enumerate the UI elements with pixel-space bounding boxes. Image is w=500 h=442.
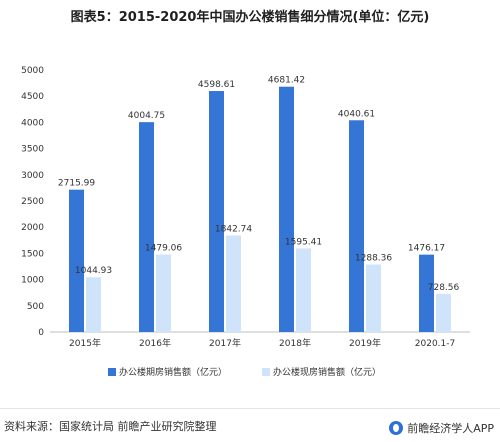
y-tick-label: 2000 bbox=[21, 223, 44, 233]
x-tick-label: 2018年 bbox=[279, 337, 311, 349]
y-tick-label: 3500 bbox=[21, 145, 44, 155]
y-tick-label: 5000 bbox=[21, 66, 44, 76]
bar-series2 bbox=[296, 248, 311, 332]
bar-series2 bbox=[156, 254, 171, 332]
x-tick-label: 2019年 bbox=[349, 337, 381, 349]
y-tick-label: 3000 bbox=[21, 171, 44, 181]
brand-footer: 前瞻经济学人APP bbox=[389, 420, 494, 436]
bar-series1 bbox=[349, 120, 364, 332]
y-tick-label: 2500 bbox=[21, 197, 44, 207]
data-label-series1: 1476.17 bbox=[408, 244, 445, 254]
bar-series2 bbox=[436, 294, 451, 332]
data-label-series1: 4040.61 bbox=[338, 109, 375, 119]
data-label-series1: 4004.75 bbox=[128, 111, 165, 121]
bar-series2 bbox=[366, 264, 381, 332]
bar-series2 bbox=[86, 277, 101, 332]
y-tick-label: 1000 bbox=[21, 276, 44, 286]
bar-series1 bbox=[419, 255, 434, 332]
legend-label-series2: 办公楼现房销售额（亿元） bbox=[273, 366, 381, 378]
data-label-series2: 728.56 bbox=[428, 283, 460, 293]
bar-series1 bbox=[139, 122, 154, 332]
x-tick-label: 2016年 bbox=[139, 337, 171, 349]
data-label-series2: 1479.06 bbox=[145, 243, 182, 253]
data-label-series1: 2715.99 bbox=[58, 179, 95, 189]
data-label-series2: 1288.36 bbox=[355, 253, 392, 263]
bar-series2 bbox=[226, 235, 241, 332]
brand-name: 前瞻经济学人APP bbox=[407, 420, 494, 436]
bar-series1 bbox=[69, 190, 84, 332]
y-tick-label: 1500 bbox=[21, 249, 44, 259]
data-label-series2: 1842.74 bbox=[215, 224, 252, 234]
x-tick-label: 2015年 bbox=[69, 337, 101, 349]
x-tick-label: 2020.1-7 bbox=[415, 339, 455, 349]
y-tick-label: 4500 bbox=[21, 92, 44, 102]
bar-series1 bbox=[209, 91, 224, 332]
legend-label-series1: 办公楼期房销售额（亿元） bbox=[119, 366, 227, 378]
source-note: 资料来源：国家统计局 前瞻产业研究院整理 bbox=[4, 418, 217, 434]
y-tick-label: 0 bbox=[38, 328, 44, 338]
footer-divider bbox=[0, 408, 500, 409]
brand-logo-icon bbox=[389, 421, 403, 435]
y-tick-label: 4000 bbox=[21, 118, 44, 128]
data-label-series2: 1595.41 bbox=[285, 237, 322, 247]
bar-series1 bbox=[279, 87, 294, 332]
data-label-series1: 4598.61 bbox=[198, 80, 235, 90]
y-tick-label: 500 bbox=[27, 302, 44, 312]
legend-swatch-series1 bbox=[108, 368, 116, 376]
data-label-series1: 4681.42 bbox=[268, 76, 305, 86]
data-label-series2: 1044.93 bbox=[75, 266, 112, 276]
legend-swatch-series2 bbox=[262, 368, 270, 376]
x-tick-label: 2017年 bbox=[209, 337, 241, 349]
